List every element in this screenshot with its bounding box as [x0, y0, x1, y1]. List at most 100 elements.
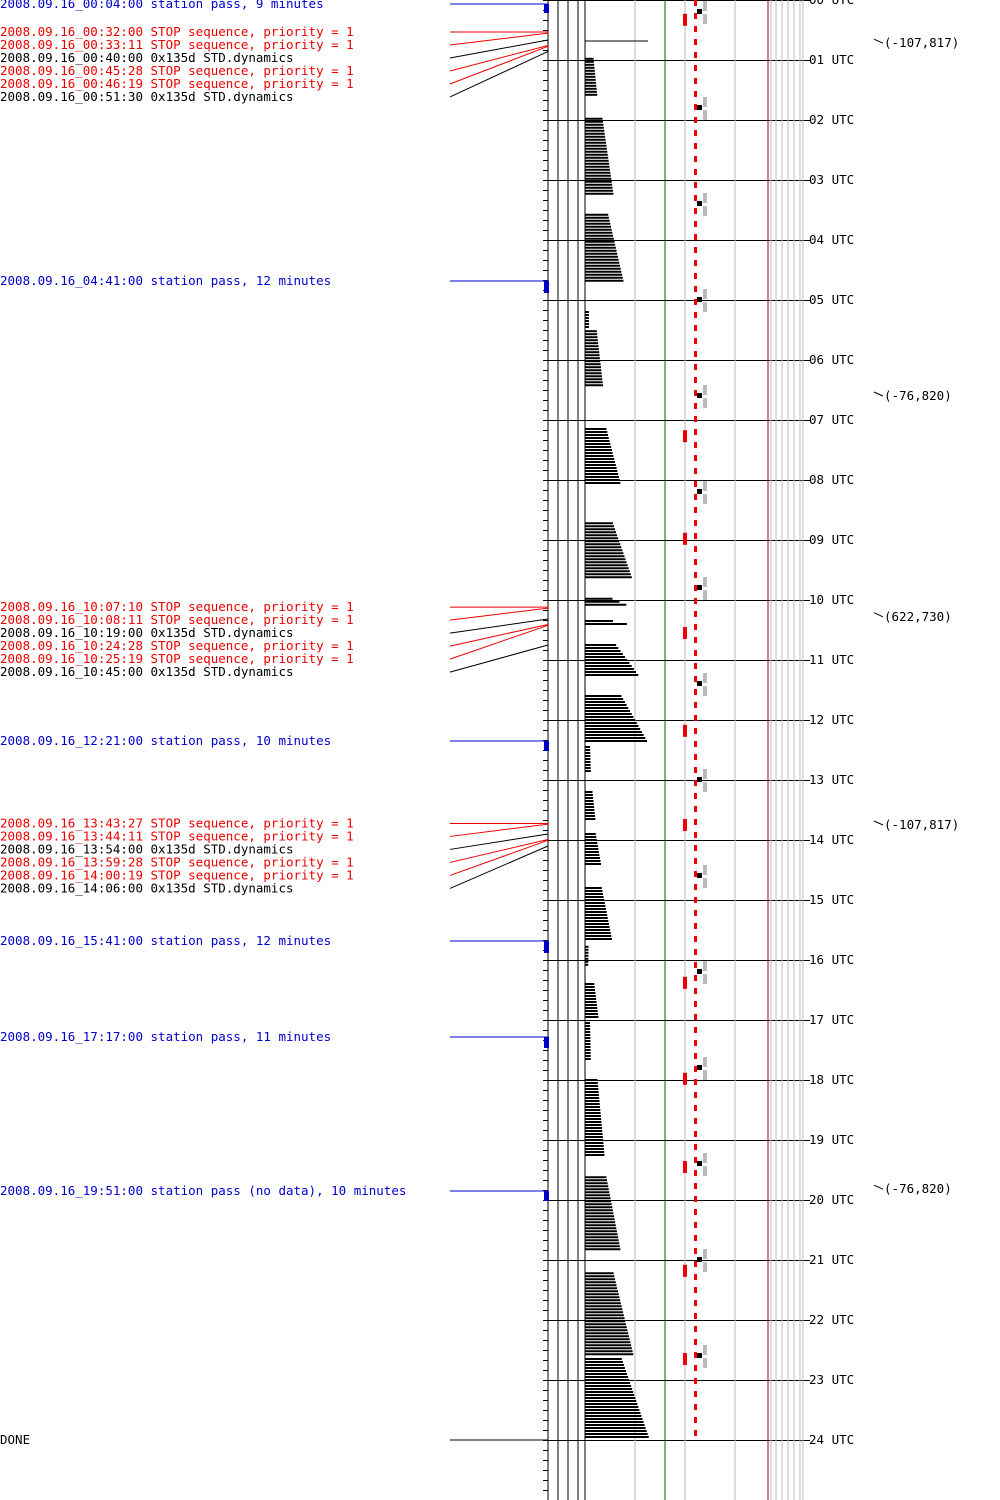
orbit-dash — [694, 1261, 697, 1267]
orbit-square — [697, 969, 702, 974]
orbit-square — [697, 777, 702, 782]
orbit-block — [703, 961, 707, 971]
orbit-dash — [694, 1209, 697, 1215]
red-mark — [683, 819, 687, 831]
orbit-dash — [694, 585, 697, 591]
pass-bar — [544, 4, 549, 14]
orbit-dash — [694, 1222, 697, 1228]
orbit-dash — [694, 637, 697, 643]
orbit-dash — [694, 130, 697, 136]
orbit-dash — [694, 260, 697, 266]
orbit-dash — [694, 1417, 697, 1423]
orbit-dash — [694, 1313, 697, 1319]
orbit-dash — [694, 897, 697, 903]
orbit-block — [703, 686, 707, 696]
event-text: 2008.09.16_10:24:28 STOP sequence, prior… — [0, 638, 354, 653]
orbit-square — [697, 9, 702, 14]
orbit-block — [703, 1070, 707, 1080]
orbit-dash — [694, 338, 697, 344]
orbit-dash — [694, 468, 697, 474]
orbit-dash — [694, 455, 697, 461]
orbit-dash — [694, 1118, 697, 1124]
orbit-square — [697, 393, 702, 398]
event-text: 2008.09.16_00:32:00 STOP sequence, prior… — [0, 24, 354, 39]
orbit-block — [703, 577, 707, 587]
coordinate-leader — [873, 820, 884, 826]
orbit-dash — [694, 988, 697, 994]
red-mark — [683, 1353, 687, 1365]
hour-label: 06 UTC — [809, 352, 854, 367]
orbit-dash — [694, 936, 697, 942]
orbit-dash — [694, 1079, 697, 1085]
pass-bar — [544, 940, 549, 953]
coordinate-leader — [873, 391, 884, 397]
orbit-block — [703, 385, 707, 395]
event-text: 2008.09.16_10:19:00 0x135d STD.dynamics — [0, 625, 294, 640]
hour-label: 03 UTC — [809, 172, 854, 187]
orbit-dash — [694, 377, 697, 383]
red-mark — [683, 976, 687, 989]
orbit-dash — [694, 1183, 697, 1189]
hour-label: 00 UTC — [809, 0, 854, 7]
orbit-dash — [694, 1287, 697, 1293]
orbit-dash — [694, 819, 697, 825]
orbit-dash — [694, 52, 697, 58]
orbit-square — [697, 873, 702, 878]
column-lines — [547, 0, 804, 1500]
event-text: 2008.09.16_10:45:00 0x135d STD.dynamics — [0, 664, 294, 679]
orbit-dash — [694, 481, 697, 487]
event-text: 2008.09.16_13:54:00 0x135d STD.dynamics — [0, 841, 294, 856]
orbit-dash — [694, 1144, 697, 1150]
event-leader — [449, 838, 549, 863]
orbit-dash — [694, 793, 697, 799]
orbit-dash — [694, 1014, 697, 1020]
red-mark — [683, 1264, 687, 1277]
orbit-dash — [694, 572, 697, 578]
orbit-block — [703, 1358, 707, 1368]
orbit-dash — [694, 403, 697, 409]
orbit-block — [703, 398, 707, 408]
event-text: 2008.09.16_00:04:00 station pass, 9 minu… — [0, 0, 324, 11]
orbit-square — [697, 489, 702, 494]
orbit-dash — [694, 169, 697, 175]
pass-bar — [544, 741, 549, 751]
orbit-dash — [694, 884, 697, 890]
orbit-dash — [694, 494, 697, 500]
orbit-dash — [694, 182, 697, 188]
coordinate-label: (-76,820) — [884, 1181, 952, 1196]
orbit-dash — [694, 416, 697, 422]
orbit-dash — [694, 65, 697, 71]
orbit-dash — [694, 806, 697, 812]
event-text: 2008.09.16_19:51:00 station pass (no dat… — [0, 1183, 406, 1198]
orbit-dash — [694, 247, 697, 253]
event-leader — [449, 32, 549, 46]
event-leader — [449, 823, 549, 837]
orbit-dash — [694, 195, 697, 201]
orbit-dash — [694, 442, 697, 448]
orbit-dash — [694, 689, 697, 695]
hour-label: 11 UTC — [809, 652, 854, 667]
event-leader — [449, 644, 549, 673]
orbit-dash — [694, 520, 697, 526]
orbit-dash — [694, 598, 697, 604]
orbit-block — [703, 769, 707, 779]
orbit-dash — [694, 1404, 697, 1410]
orbit-dash — [694, 702, 697, 708]
orbit-block — [703, 193, 707, 203]
hour-label: 24 UTC — [809, 1432, 854, 1447]
hour-label: 18 UTC — [809, 1072, 854, 1087]
event-leader — [449, 845, 549, 889]
orbit-block — [703, 865, 707, 875]
red-mark — [683, 724, 687, 737]
orbit-block — [703, 974, 707, 984]
hour-label: 17 UTC — [809, 1012, 854, 1027]
red-mark — [683, 627, 687, 639]
red-mark — [683, 13, 687, 26]
orbit-square — [697, 681, 702, 686]
orbit-dash — [694, 754, 697, 760]
orbit-block — [703, 1057, 707, 1067]
red-mark — [683, 430, 687, 443]
orbit-dash — [694, 1027, 697, 1033]
orbit-block — [703, 1262, 707, 1272]
event-leader — [449, 624, 549, 660]
